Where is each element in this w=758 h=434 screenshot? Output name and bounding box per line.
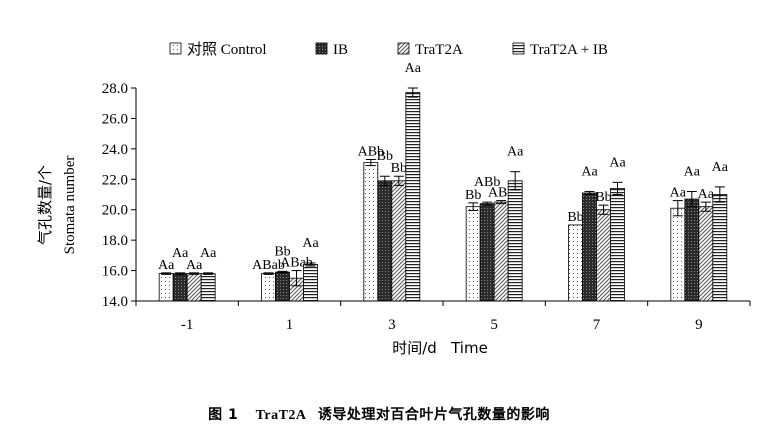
- data-label: Aa: [712, 160, 729, 175]
- legend-label: IB: [333, 42, 348, 58]
- legend: 对照 Control IB TraT2A TraT2A + IB: [169, 41, 608, 58]
- y-axis: 14.0 16.0 18.0 20.0 22.0 24.0 26.0 28.0: [102, 81, 137, 310]
- bar: [465, 206, 481, 302]
- bar: [507, 180, 523, 302]
- bar: [698, 206, 714, 302]
- y-tick-label: 24.0: [102, 142, 128, 158]
- data-label: Aa: [200, 246, 217, 261]
- bar: [712, 194, 728, 302]
- legend-label: TraT2A + IB: [530, 42, 608, 58]
- bar: [363, 162, 379, 302]
- data-label: Aa: [507, 145, 524, 160]
- y-axis-label-cn: 气孔数量/个: [36, 165, 54, 245]
- caption-fig-number: 图 1: [208, 407, 239, 423]
- bar: [610, 188, 625, 302]
- bar: [158, 273, 174, 302]
- y-tick-label: 28.0: [102, 81, 128, 97]
- data-label: ABb: [474, 175, 500, 190]
- chart: 对照 Control IB TraT2A TraT2A + IB 气孔数量/个 Sto…: [36, 41, 751, 357]
- legend-label: TraT2A: [415, 42, 463, 58]
- y-tick-label: 18.0: [102, 233, 128, 249]
- y-tick-label: 26.0: [102, 111, 128, 127]
- data-label: Bb: [465, 188, 481, 203]
- bar: [493, 201, 509, 302]
- data-label: Bb: [391, 161, 407, 176]
- data-label: ABb: [358, 145, 384, 160]
- data-label: Aa: [405, 61, 422, 76]
- data-label: Aa: [158, 258, 175, 273]
- legend-swatch: [315, 42, 328, 55]
- bar: [391, 180, 407, 302]
- data-label: Aa: [186, 258, 203, 273]
- data-label: ABab: [252, 258, 285, 273]
- x-tick-label: 3: [388, 317, 396, 333]
- figure-caption: 图 1 TraT2A 诱导处理对百合叶片气孔数量的影响: [0, 404, 758, 424]
- x-tick-label: -1: [181, 317, 194, 333]
- bar: [405, 92, 421, 302]
- y-tick-label: 20.0: [102, 203, 128, 219]
- data-label: Bb: [595, 190, 611, 205]
- bar: [684, 198, 700, 302]
- y-tick-label: 14.0: [102, 294, 128, 310]
- bar: [596, 209, 611, 302]
- bars: AaAaAaAaABabBbABabAaABbBbBbAaBbABbABbAaB…: [158, 61, 729, 302]
- caption-text: 诱导处理对百合叶片气孔数量的影响: [317, 407, 550, 423]
- bar: [275, 271, 290, 302]
- bar: [200, 273, 216, 302]
- bar: [670, 207, 686, 302]
- data-label: Aa: [670, 186, 687, 201]
- x-tick-label: 5: [490, 317, 498, 333]
- data-label: Bb: [274, 244, 290, 259]
- data-label: Aa: [172, 246, 189, 261]
- data-label: Aa: [684, 164, 701, 179]
- bar: [568, 224, 583, 302]
- x-tick-label: 9: [695, 317, 703, 333]
- legend-label: 对照 Control: [187, 41, 267, 58]
- y-axis-label-en: Stomata number: [62, 156, 78, 255]
- data-label: Aa: [609, 155, 626, 170]
- caption-text-latin: TraT2A: [255, 408, 307, 423]
- bar: [303, 264, 318, 302]
- data-label: Aa: [581, 164, 598, 179]
- legend-swatch: [397, 42, 410, 55]
- legend-swatch: [169, 42, 182, 55]
- bar: [377, 180, 393, 302]
- x-tick-label: 1: [286, 317, 294, 333]
- bar: [261, 273, 276, 302]
- data-label: Aa: [698, 187, 715, 202]
- y-tick-label: 22.0: [102, 172, 128, 188]
- data-label: Bb: [567, 210, 583, 225]
- x-axis: -1 1 3 5 7 9: [135, 300, 751, 333]
- bar: [582, 192, 597, 302]
- bar: [186, 273, 202, 302]
- data-label: Bb: [377, 149, 393, 164]
- bar: [479, 203, 495, 302]
- x-tick-label: 7: [593, 317, 601, 333]
- x-axis-label: 时间/d Time: [392, 339, 488, 357]
- data-label: Aa: [302, 236, 319, 251]
- bar: [172, 273, 188, 302]
- y-tick-label: 16.0: [102, 264, 128, 280]
- legend-swatch: [512, 42, 525, 55]
